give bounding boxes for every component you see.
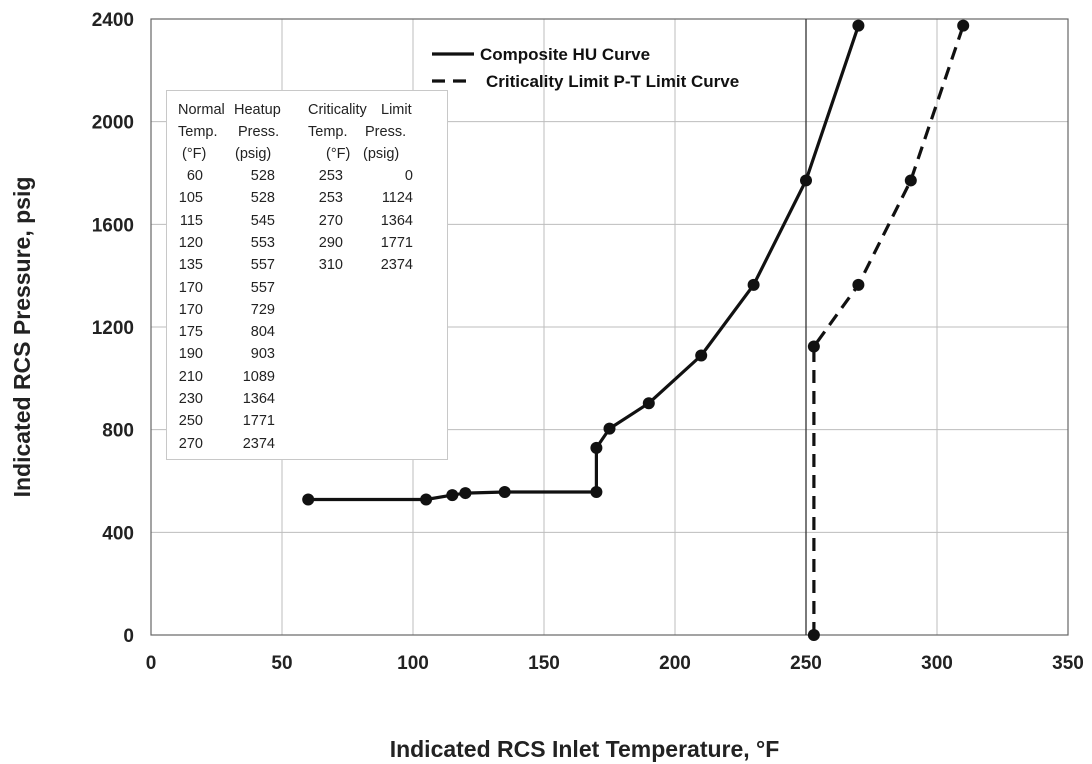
table-heatup-press-cell: 729 <box>250 301 275 318</box>
table-heatup-press-cell: 553 <box>250 234 275 251</box>
data-point <box>852 278 865 291</box>
legend-label-criticality-limit: Criticality Limit P-T Limit Curve <box>486 72 739 91</box>
table-header-normal: Normal <box>178 102 225 118</box>
table-heatup-press-cell: 1089 <box>242 368 275 385</box>
table-heatup-temp-cell: 190 <box>178 346 203 363</box>
x-tick-label: 0 <box>146 653 157 674</box>
y-tick-label: 1200 <box>92 318 134 339</box>
table-heatup-press-cell: 545 <box>250 212 275 229</box>
table-crit-temp-unit: (°F) <box>326 146 351 162</box>
table-heatup-press-cell: 1771 <box>242 413 275 430</box>
table-heatup-temp-cell: 170 <box>178 301 203 318</box>
table-heatup-press-cell: 557 <box>250 279 275 296</box>
data-point <box>852 19 865 32</box>
table-crit-press-label: Press. <box>365 124 407 140</box>
table-crit-temp-cell: 310 <box>318 257 343 274</box>
table-heatup-press-cell: 2374 <box>242 435 275 452</box>
x-axis-title: Indicated RCS Inlet Temperature, °F <box>390 736 780 762</box>
data-table: Normal Heatup Criticality Limit Temp. Pr… <box>166 90 448 460</box>
table-heatup-press-cell: 804 <box>250 324 275 341</box>
table-crit-press-cell: 1364 <box>380 212 413 229</box>
table-heatup-temp-cell: 115 <box>179 212 203 229</box>
table-heatup-temp-cell: 60 <box>186 168 203 184</box>
data-point <box>498 486 511 499</box>
table-header-heatup: Heatup <box>234 102 281 118</box>
table-heatup-press-unit: (psig) <box>235 146 272 162</box>
y-tick-label: 1600 <box>92 215 134 236</box>
x-tick-label: 200 <box>659 653 691 674</box>
x-tick-label: 150 <box>528 653 560 674</box>
data-point <box>446 489 459 502</box>
table-heatup-press-cell: 557 <box>250 257 275 274</box>
data-point <box>459 487 472 500</box>
data-point <box>904 174 917 187</box>
data-point <box>807 629 820 641</box>
x-tick-label: 100 <box>397 653 429 674</box>
table-heatup-press-label: Press. <box>238 124 280 140</box>
table-heatup-temp-cell: 230 <box>178 391 203 407</box>
x-tick-label: 50 <box>271 653 292 674</box>
data-point <box>590 486 603 499</box>
y-tick-label: 2400 <box>92 10 134 31</box>
table-crit-press-unit: (psig) <box>363 146 400 162</box>
legend-label-composite-hu: Composite HU Curve <box>480 45 650 64</box>
table-crit-temp-cell: 290 <box>318 234 343 251</box>
table-heatup-press-cell: 1364 <box>242 391 275 407</box>
table-crit-press-cell: 0 <box>404 168 413 184</box>
x-tick-label: 350 <box>1052 653 1084 674</box>
y-axis-title: Indicated RCS Pressure, psig <box>9 177 35 498</box>
table-heatup-temp-cell: 105 <box>178 190 203 207</box>
data-point <box>302 493 315 506</box>
table-heatup-press-cell: 903 <box>250 346 275 363</box>
table-heatup-temp-unit: (°F) <box>182 146 207 162</box>
table-header-criticality: Criticality <box>308 102 367 118</box>
table-header-limit: Limit <box>381 102 412 118</box>
table-heatup-temp-label: Temp. <box>178 124 218 140</box>
data-point <box>807 340 820 353</box>
y-tick-label: 400 <box>102 523 134 544</box>
y-tick-label: 2000 <box>92 113 134 134</box>
plot-border <box>150 18 1069 636</box>
y-tick-label: 800 <box>102 421 134 442</box>
data-point <box>420 493 433 506</box>
table-crit-temp-cell: 253 <box>318 168 343 184</box>
table-heatup-press-cell: 528 <box>250 190 275 207</box>
y-tick-label: 0 <box>123 626 134 647</box>
table-crit-temp-cell: 253 <box>318 190 343 207</box>
table-crit-temp-label: Temp. <box>308 124 348 140</box>
table-heatup-temp-cell: 175 <box>178 324 203 341</box>
table-heatup-temp-cell: 120 <box>178 234 203 251</box>
x-tick-label: 300 <box>921 653 953 674</box>
data-point <box>800 174 812 187</box>
data-point <box>957 19 970 32</box>
data-point <box>747 278 760 291</box>
table-heatup-temp-cell: 250 <box>178 413 203 430</box>
table-crit-press-cell: 1771 <box>380 234 413 251</box>
x-tick-label: 250 <box>790 653 822 674</box>
table-crit-press-cell: 2374 <box>380 257 413 274</box>
data-point <box>695 349 708 362</box>
data-point <box>603 422 616 435</box>
table-crit-press-cell: 1124 <box>381 190 413 207</box>
table-heatup-temp-cell: 210 <box>178 368 203 385</box>
table-crit-temp-cell: 270 <box>318 212 343 229</box>
table-heatup-press-cell: 528 <box>250 168 275 184</box>
table-heatup-temp-cell: 135 <box>178 257 203 274</box>
data-point <box>590 441 603 454</box>
table-heatup-temp-cell: 170 <box>178 279 203 296</box>
table-heatup-temp-cell: 270 <box>178 435 203 452</box>
data-point <box>642 397 655 410</box>
